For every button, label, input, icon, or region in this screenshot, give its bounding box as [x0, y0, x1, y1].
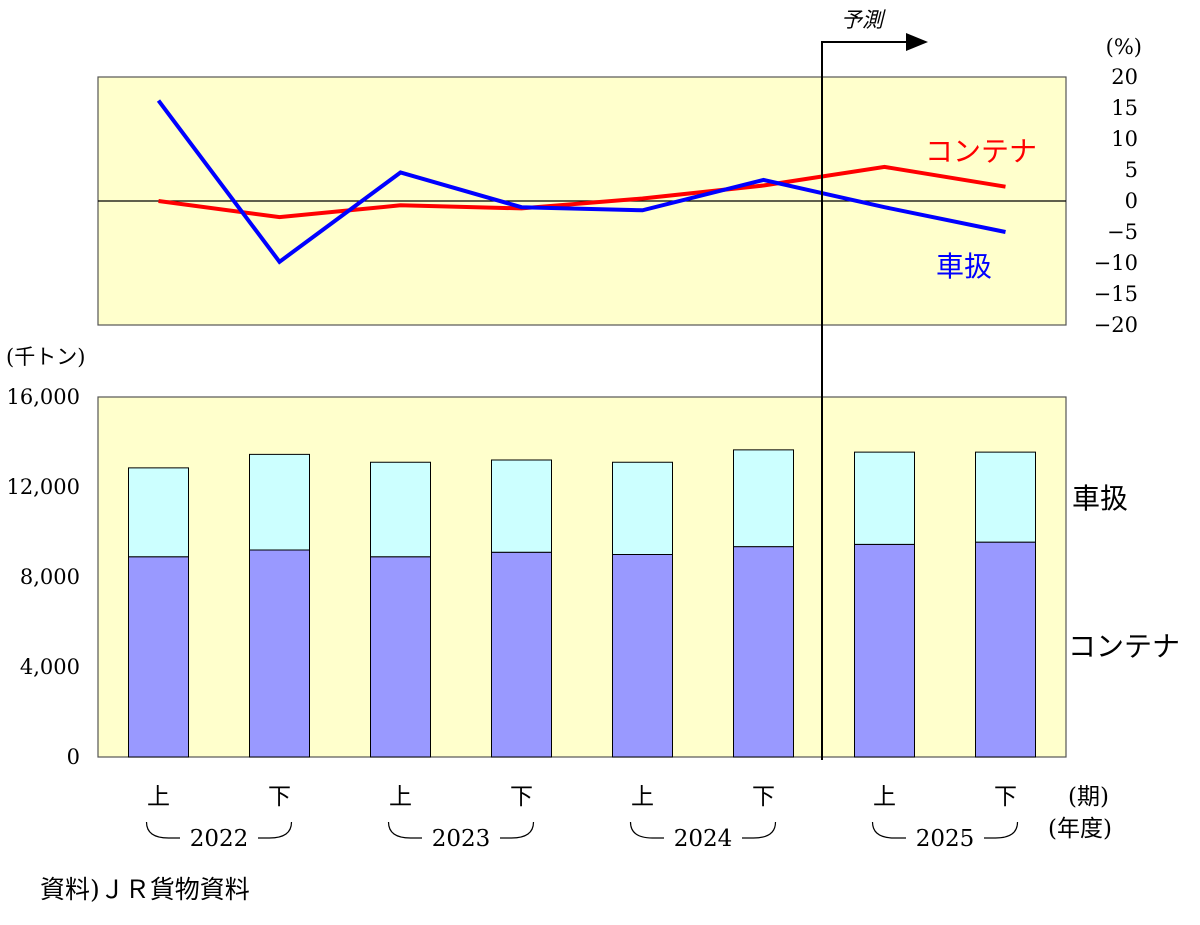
bar-wagon	[975, 451, 1036, 543]
x-category-label: 下	[510, 784, 533, 810]
line-y-tick-label: 20	[1111, 65, 1138, 89]
line-series-container	[158, 164, 1006, 220]
bar-container	[370, 556, 431, 758]
bar-wagon	[370, 461, 431, 558]
line-y-tick-label: 0	[1125, 189, 1138, 213]
source-note: 資料)ＪＲ貨物資料	[40, 875, 250, 904]
x-category-label: 上	[873, 784, 896, 810]
x-category-label: 上	[389, 784, 412, 810]
forecast-arrow-icon	[906, 33, 928, 51]
forecast-marker: 予測	[821, 8, 928, 760]
bar-wagon	[249, 453, 310, 551]
year-bracket-left	[145, 821, 180, 839]
bar-y-tick-label: 4,000	[20, 655, 80, 679]
year-bracket-left	[629, 821, 664, 839]
line-y-tick-label: −10	[1094, 251, 1138, 275]
bar-plot-area	[97, 396, 1067, 758]
bar-y-tick-label: 12,000	[7, 475, 80, 499]
line-y-unit: (%)	[1106, 35, 1142, 59]
line-y-tick-label: −15	[1094, 282, 1138, 306]
bar-y-axis-ticks: 16,000 12,000 8,000 4,000 0	[7, 385, 80, 769]
bar-wagon	[733, 449, 794, 548]
bar-series-group	[128, 449, 1036, 758]
line-y-tick-label: −5	[1107, 220, 1138, 244]
bar-wagon	[128, 467, 189, 558]
bar-wagon	[491, 459, 552, 553]
x-category-label: 下	[752, 784, 775, 810]
bar-container	[128, 556, 189, 758]
bar-chart: 16,00012,0008,0004,0000 上下上下上下上下 2022 202…	[6, 345, 1180, 852]
bar-container	[733, 546, 794, 758]
year-label: 2023	[432, 826, 491, 852]
bar-x-axis-years: 2022 2023 2024 2025	[145, 821, 1019, 852]
bar-y-tick-label: 16,000	[7, 385, 80, 409]
bar-x-axis-categories: 上下上下上下上下	[147, 784, 1017, 810]
line-chart: 20 15 10 5 0 −5 −10 −15 −20 (%) コンテナ 車扱	[97, 35, 1142, 337]
forecast-label: 予測	[841, 8, 886, 32]
x-category-label: 上	[631, 784, 654, 810]
line-legend-wagon: 車扱	[936, 250, 992, 283]
x-axis-year-label: (年度)	[1048, 816, 1112, 842]
bar-legend-container: コンテナ	[1068, 630, 1180, 663]
bar-container	[491, 551, 552, 758]
bar-container	[249, 549, 310, 758]
year-bracket-right	[742, 821, 777, 839]
x-category-label: 下	[994, 784, 1017, 810]
year-bracket-right	[258, 821, 293, 839]
bar-legend-wagon: 車扱	[1072, 482, 1128, 515]
line-series-group	[156, 99, 1006, 265]
bar-container	[975, 541, 1036, 758]
line-y-tick-label: 10	[1111, 127, 1138, 151]
line-series-wagon	[156, 99, 1006, 265]
year-label: 2022	[190, 826, 249, 852]
x-category-label: 下	[268, 784, 291, 810]
x-axis-period-label: (期)	[1068, 784, 1109, 810]
year-bracket-left	[387, 821, 422, 839]
bar-container	[612, 554, 673, 758]
line-y-axis-ticks: 20 15 10 5 0 −5 −10 −15 −20	[1094, 65, 1138, 337]
bar-y-tick-label: 8,000	[20, 565, 80, 589]
year-label: 2024	[674, 826, 733, 852]
bar-wagon	[612, 461, 673, 555]
bar-wagon	[854, 451, 915, 545]
year-bracket-right	[984, 821, 1019, 839]
x-category-label: 上	[147, 784, 170, 810]
forecast-divider-line	[821, 41, 910, 760]
line-y-tick-label: −20	[1094, 313, 1138, 337]
bar-y-unit: (千トン)	[6, 345, 85, 369]
bar-container	[854, 543, 915, 758]
line-legend-container: コンテナ	[925, 135, 1037, 168]
year-label: 2025	[916, 826, 975, 852]
line-y-tick-label: 5	[1125, 158, 1138, 182]
line-y-tick-label: 15	[1111, 96, 1138, 120]
year-bracket-right	[500, 821, 535, 839]
bar-y-tick-label: 0	[67, 745, 80, 769]
year-bracket-left	[871, 821, 906, 839]
